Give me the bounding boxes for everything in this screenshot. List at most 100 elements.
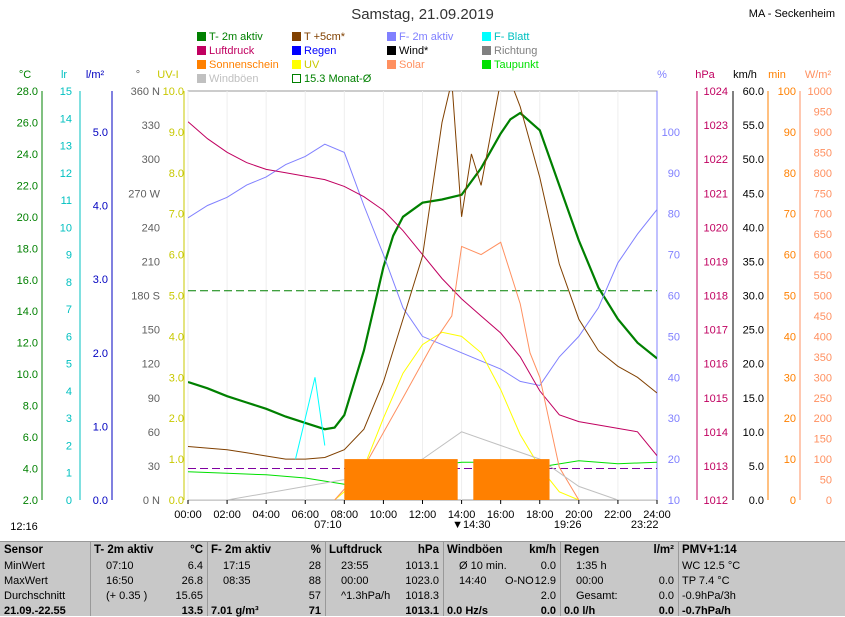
axis-tick-label: 12.0: [17, 338, 38, 350]
axis-tick-label: 900: [814, 127, 832, 139]
table-column: PMV+1:14 WC 12.5 °C TP 7.4 °C -0.9hPa/3h -0.…: [678, 542, 845, 617]
axis-tick-label: 4.0: [23, 464, 38, 476]
axis-tick-label: 1020: [704, 222, 728, 234]
axis-tick-label: 240: [142, 222, 160, 234]
cell-value: 15.65: [175, 590, 203, 602]
axis-tick-label: 0 N: [143, 495, 160, 507]
cell-label: 00:00: [576, 575, 604, 587]
legend-swatch: [292, 32, 301, 41]
cell-label: 0.0 Hz/s: [447, 605, 488, 617]
axis-tick-label: 1: [66, 468, 72, 480]
axis-tick-label: 20.0: [17, 212, 38, 224]
table-cell: MaxWert: [4, 575, 86, 587]
axis-tick-label: 450: [814, 311, 832, 323]
axis-tick-label: 25.0: [743, 325, 764, 337]
axis-tick-label: 26.0: [17, 117, 38, 129]
axis-tick-label: 3.0: [93, 274, 108, 286]
axis-tick-label: 330: [142, 120, 160, 132]
series-line: [188, 143, 657, 387]
axis-tick-label: 0.0: [749, 495, 764, 507]
axis-tick-label: 14: [60, 113, 72, 125]
cell-label: Ø 10 min.: [459, 560, 507, 572]
axis-tick-label: 100: [662, 127, 680, 139]
axis-tick-label: 1014: [704, 427, 728, 439]
axis-tick-label: 1018: [704, 291, 728, 303]
axis-tick-label: 0: [790, 495, 796, 507]
axis-tick-label: 1016: [704, 359, 728, 371]
table-cell: 1:35 h: [564, 560, 674, 572]
axis-unit-label: °: [136, 69, 140, 81]
legend-item: 15.3 Monat-Ø: [292, 73, 371, 85]
axis-tick-label: 5.0: [749, 461, 764, 473]
axis-tick-label: 40: [668, 372, 680, 384]
axis-tick-label: 210: [142, 256, 160, 268]
station-name: MA - Seckenheim: [748, 8, 835, 20]
axis-tick-label: 60.0: [743, 86, 764, 98]
table-header-unit: km/h: [529, 544, 556, 556]
axis-unit-label: hPa: [695, 69, 715, 81]
axis-tick-label: 360 N: [131, 86, 160, 98]
legend-label: Sonnenschein: [209, 59, 279, 71]
axis-tick-label: 12: [60, 168, 72, 180]
cell-label: -0.9hPa/3h: [682, 590, 736, 602]
axis-tick-label: 50: [668, 331, 680, 343]
cell-label: 23:55: [341, 560, 369, 572]
axis-tick-label: 180 S: [131, 291, 160, 303]
legend-item: F- Blatt: [482, 31, 529, 43]
axis-tick-label: 60: [668, 291, 680, 303]
table-column: Regen l/m² 1:35 h 00:00 0.0 Gesamt: 0.0 0.0 l/h…: [560, 542, 679, 617]
table-cell: 0.0 Hz/s 0.0: [447, 605, 556, 617]
legend-swatch: [292, 60, 301, 69]
axis-unit-label: W/m²: [805, 69, 832, 81]
legend-item: Wind*: [387, 45, 428, 57]
axis-tick-label: 1000: [808, 86, 832, 98]
axis-tick-label: 500: [814, 291, 832, 303]
axis-tick-label: 350: [814, 352, 832, 364]
axis-tick-label: 2.0: [23, 495, 38, 507]
axis-tick-label: 0: [66, 495, 72, 507]
sunshine-bar: [344, 459, 458, 500]
axis-tick-label: 5.0: [93, 127, 108, 139]
legend-swatch: [482, 46, 491, 55]
axis-tick-label: 80: [668, 209, 680, 221]
axis-tick-label: 40.0: [743, 222, 764, 234]
sunshine-bars: [344, 459, 550, 500]
cell-value: 13.5: [181, 605, 203, 617]
axis-tick-label: 1012: [704, 495, 728, 507]
table-header: T- 2m aktiv °C: [94, 544, 203, 556]
time-tick-label: 20:00: [565, 509, 593, 521]
axis-tick-label: 1.0: [93, 421, 108, 433]
time-tick-label: 10:00: [370, 509, 398, 521]
table-cell: (+ 0.35 ) 15.65: [94, 590, 203, 602]
cell-label: WC 12.5 °C: [682, 560, 741, 572]
axis-tick-label: 1019: [704, 256, 728, 268]
legend-item: T- 2m aktiv: [197, 31, 263, 43]
axis-tick-label: 20: [784, 413, 796, 425]
cell-label: MinWert: [4, 560, 45, 572]
axis-tick-label: 15: [60, 86, 72, 98]
table-cell: 07:10 6.4: [94, 560, 203, 572]
cell-value: 1013.1: [405, 560, 439, 572]
table-cell: 0.0 l/h 0.0: [564, 605, 674, 617]
axis-tick-label: 7.0: [169, 209, 184, 221]
cell-label: MaxWert: [4, 575, 48, 587]
axis-tick-label: 11: [61, 195, 72, 207]
table-cell: 7.01 g/m³ 71: [211, 605, 321, 617]
time-tick-label: 14:00: [448, 509, 476, 521]
axis-tick-label: 90: [784, 127, 796, 139]
time-tick-label: 04:00: [252, 509, 280, 521]
legend-item: Richtung: [482, 45, 537, 57]
axis-tick-label: 4.0: [93, 201, 108, 213]
axis-tick-label: 55.0: [743, 120, 764, 132]
axis-tick-label: 3.0: [169, 372, 184, 384]
legend-label: Richtung: [494, 45, 538, 57]
axis-unit-label: lr: [61, 69, 67, 81]
legend-label: 15.3 Monat-Ø: [304, 73, 372, 85]
table-cell: Gesamt: 0.0: [564, 590, 674, 602]
table-cell: -0.7hPa/h: [682, 605, 841, 617]
axis-tick-label: 6.0: [23, 432, 38, 444]
cell-value: 26.8: [181, 575, 203, 587]
legend-label: Wind*: [399, 45, 429, 57]
legend-label: Regen: [304, 45, 337, 57]
axis-tick-label: 10: [784, 454, 796, 466]
